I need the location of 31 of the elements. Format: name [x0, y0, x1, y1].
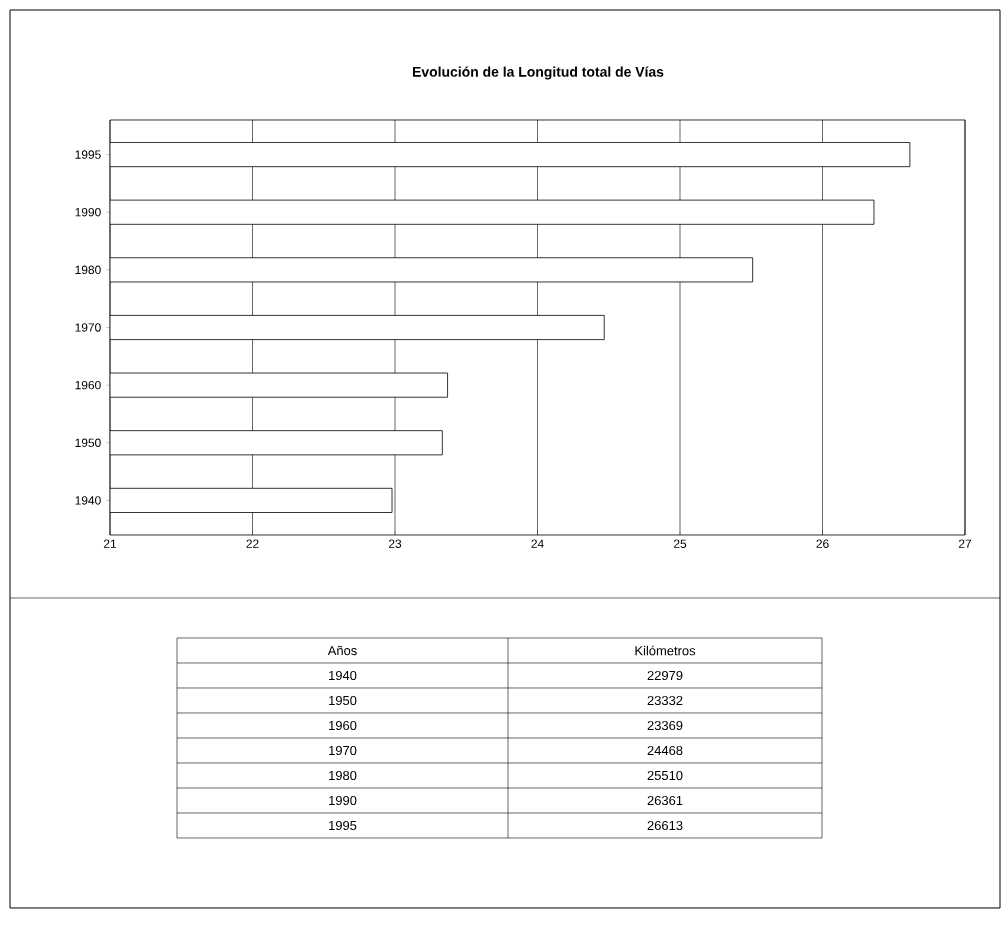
y-tick-label: 1950: [75, 438, 101, 447]
y-tick-label: 1980: [75, 265, 101, 275]
x-tick-label: 27: [958, 539, 972, 548]
y-tick-label: 1970: [75, 323, 101, 332]
x-tick-label: 23: [388, 539, 402, 548]
category-label: 1990: [329, 795, 357, 806]
category-label: 1960: [329, 720, 357, 731]
text: 23369: [647, 720, 683, 731]
text: 26361: [647, 795, 683, 806]
category-label: 1970: [329, 745, 357, 756]
text: 22979: [647, 670, 683, 681]
text: 26613: [647, 820, 683, 831]
x-tick-label: 24: [531, 539, 544, 548]
category-label: 1995: [329, 820, 357, 831]
x-tick-label: 25: [673, 539, 687, 548]
text: 23332: [647, 695, 683, 706]
x-tick-label: 21: [103, 539, 117, 548]
category-label: 1940: [329, 670, 357, 681]
x-tick-label: 22: [246, 539, 259, 548]
y-tick-label: 1995: [75, 150, 101, 159]
text: Kilómetros: [635, 645, 696, 656]
chart-title: Evolución de la Longitud total de Vías: [413, 66, 664, 80]
x-tick-label: 26: [816, 539, 829, 548]
category-label: 1950: [329, 695, 357, 706]
y-tick-label: 1940: [75, 496, 101, 505]
text: Años: [327, 645, 357, 656]
y-tick-label: 1990: [75, 207, 101, 217]
category-label: 1980: [329, 770, 357, 781]
text: 24468: [647, 745, 683, 756]
text: 25510: [647, 770, 683, 781]
y-tick-label: 1960: [75, 380, 101, 390]
